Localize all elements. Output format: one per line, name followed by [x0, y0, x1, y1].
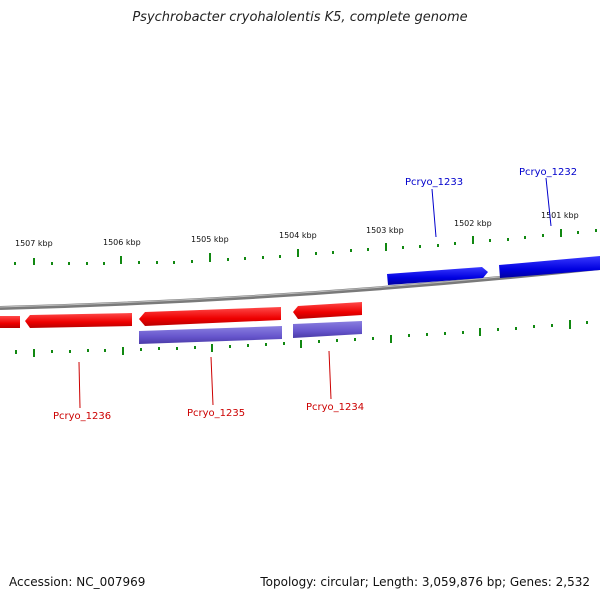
forward-callouts [431, 177, 552, 238]
lower-scale-ticks [15, 320, 588, 357]
accession-text: Accession: NC_007969 [9, 575, 146, 589]
upper-scale-ticks [14, 229, 597, 265]
reverse-genes [0, 302, 362, 328]
scale-label-1505: 1505 kbp [191, 235, 229, 244]
gene-arrow-pcryo-1234[interactable] [293, 302, 362, 319]
gene-label-pcryo-1233[interactable]: Pcryo_1233 [405, 177, 463, 188]
gene-label-pcryo-1235[interactable]: Pcryo_1235 [187, 408, 245, 419]
gene-label-pcryo-1236[interactable]: Pcryo_1236 [53, 411, 111, 422]
scale-label-1502: 1502 kbp [454, 219, 492, 228]
genome-summary-text: Topology: circular; Length: 3,059,876 bp… [260, 575, 590, 589]
scale-label-1504: 1504 kbp [279, 231, 317, 240]
gene-arrow-pcryo-1233[interactable] [387, 267, 488, 285]
cds-pcryo-1234[interactable] [293, 321, 362, 338]
gene-arrow-pcryo-1235[interactable] [139, 307, 281, 326]
gene-arrow-pcryo-1232[interactable] [499, 256, 600, 278]
gene-label-pcryo-1232[interactable]: Pcryo_1232 [519, 167, 577, 178]
scale-label-1501: 1501 kbp [541, 211, 579, 220]
map-title: Psychrobacter cryohalolentis K5, complet… [132, 10, 468, 25]
scale-label-1506: 1506 kbp [103, 238, 141, 247]
gene-label-pcryo-1234[interactable]: Pcryo_1234 [306, 402, 364, 413]
scale-label-1503: 1503 kbp [366, 226, 404, 235]
forward-genes [387, 256, 600, 285]
gene-arrow-left-edge[interactable] [0, 316, 20, 328]
gene-arrow-pcryo-1236[interactable] [25, 313, 132, 328]
reverse-callouts [78, 350, 332, 409]
reverse-cds [139, 321, 362, 344]
scale-label-1507: 1507 kbp [15, 239, 53, 248]
cds-pcryo-1235[interactable] [139, 326, 282, 344]
